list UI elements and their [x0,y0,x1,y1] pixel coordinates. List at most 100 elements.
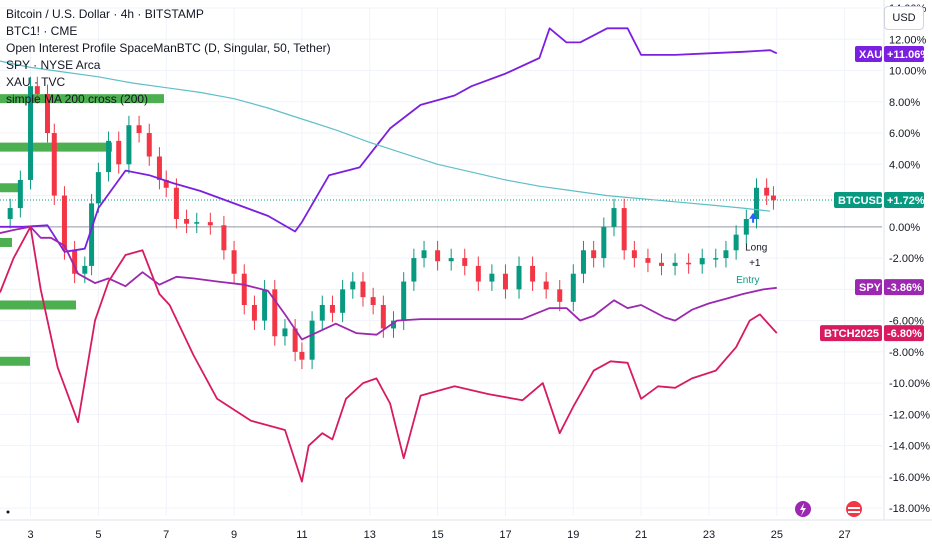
entry-label: Entry [736,275,759,286]
currency-button[interactable]: USD [884,6,924,30]
candle-body [241,273,247,305]
lightning-bolt-icon [800,503,806,516]
candle-body [82,265,88,274]
badge-value-bg [884,325,924,342]
bottom-icons[interactable] [6,501,863,517]
btcusd-candles [7,76,776,370]
candle-body [770,195,776,201]
open-interest-bar [0,183,22,193]
badge-name: SPY [859,282,882,294]
x-tick-label: 3 [27,529,33,541]
candle-body [194,222,200,224]
y-tick-label: 6.00% [889,128,920,140]
series-line-spy [0,225,777,341]
candle-body [299,351,305,360]
badge-name-bg [855,279,882,296]
candle-body [72,250,78,274]
trade-annotations: Long +1 Entry [736,212,767,286]
y-axis[interactable]: 14.00%12.00%10.00%8.00%6.00%4.00%2.00%0.… [883,0,930,520]
candle-body [319,304,325,321]
candle-body [95,172,101,204]
candle-body [380,304,386,329]
series-lines [0,27,778,483]
flag-stripe-icon [848,507,860,509]
legend-ma200[interactable]: simple MA 200 cross (200) [6,92,149,106]
candle-body [360,281,366,298]
dot-marker-icon [6,510,10,514]
y-tick-label: 12.00% [889,34,927,46]
legend-xau[interactable]: XAU · TVC [6,75,66,89]
badge-name-bg [834,191,882,208]
candle-body [753,187,759,220]
legend-title[interactable]: Bitcoin / U.S. Dollar · 4h · BITSTAMP [6,7,204,21]
y-tick-label: -10.00% [889,378,930,390]
y-tick-label: -2.00% [889,253,924,265]
candle-body [116,140,122,165]
badge-name: BTCH2025 [824,328,879,340]
candle-body [591,250,597,259]
candle-body [699,258,705,265]
candle-body [7,208,13,220]
candle-body [156,156,162,180]
y-tick-label: 0.00% [889,222,920,234]
x-tick-label: 13 [364,529,376,541]
series-line-btch2025 [0,225,778,483]
candle-body [601,226,607,259]
y-tick-label: -12.00% [889,409,930,421]
y-tick-label: 10.00% [889,66,927,78]
candle-body [251,304,257,321]
candle-body [34,86,40,94]
candle-body [723,250,729,259]
badge-value: -6.80% [887,328,922,340]
x-tick-label: 17 [499,529,511,541]
badge-name-bg [820,325,882,342]
candle-body [44,93,50,134]
legend-btc1-cme[interactable]: BTC1! · CME [6,24,78,38]
price-badges: XAU +11.06%BTCUSD +1.72%SPY -3.86%BTCH2025-… [820,45,930,342]
y-tick-label: -16.00% [889,472,930,484]
open-interest-bar [0,237,12,247]
legend-spy[interactable]: SPY · NYSE Arca [6,58,101,72]
badge-name: XAU [859,49,882,61]
candle-body [136,125,142,134]
badge-value: +1.72% [887,195,925,207]
badge-value-bg [884,45,924,62]
x-tick-label: 21 [635,529,647,541]
x-tick-label: 19 [567,529,579,541]
candle-body [580,250,586,274]
x-tick-label: 25 [771,529,783,541]
candle-body [28,86,34,180]
y-tick-label: -6.00% [889,316,924,328]
legend-open-interest-profile[interactable]: Open Interest Profile SpaceManBTC (D, Si… [6,41,331,55]
x-tick-label: 9 [231,529,237,541]
candle-body [462,258,468,266]
open-interest-bar [0,94,164,104]
candle-body [516,265,522,290]
long-label: Long [745,242,767,253]
candle-body [51,133,57,196]
y-tick-label: 8.00% [889,97,920,109]
long-arrow-icon [749,212,758,223]
x-axis[interactable]: 3 5 7 9 11 13 15 17 19 21 23 25 27 [0,519,932,541]
candle-body [570,273,576,302]
candle-body [262,289,268,321]
candle-body [309,320,315,360]
x-tick-label: 15 [431,529,443,541]
candle-body [435,250,441,262]
candle-body [411,258,417,282]
candle-body [672,262,678,266]
badge-value-bg [884,191,924,208]
candle-body [340,289,346,313]
candle-body [543,281,549,290]
candle-body [17,179,23,209]
candle-body [645,258,651,263]
candle-body [743,219,749,235]
candle-body [61,195,67,251]
candle-body [475,265,481,282]
chart-legend: Bitcoin / U.S. Dollar · 4h · BITSTAMP BT… [6,6,331,108]
candle-body [733,234,739,251]
badge-name: BTCUSD [838,195,884,207]
x-tick-label: 11 [296,529,307,541]
y-tick-label: -14.00% [889,441,930,453]
candle-body [207,222,213,226]
